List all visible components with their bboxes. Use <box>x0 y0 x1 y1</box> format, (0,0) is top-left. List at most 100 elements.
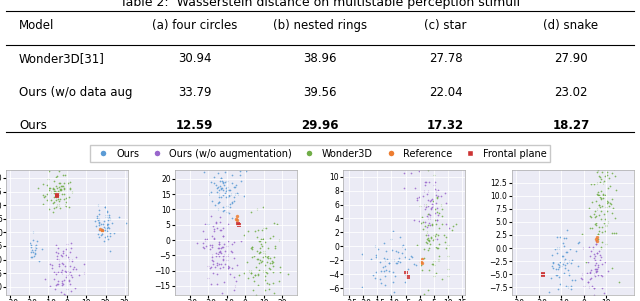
Point <box>380 283 390 288</box>
Point <box>412 196 422 201</box>
Point <box>434 254 444 259</box>
Point <box>420 179 430 184</box>
Point <box>59 197 69 202</box>
Point <box>58 250 68 255</box>
Point <box>614 280 625 285</box>
Point <box>548 266 558 271</box>
Point <box>230 284 240 288</box>
Point <box>52 188 63 193</box>
Point <box>31 245 41 250</box>
Point <box>375 259 385 264</box>
Point <box>431 209 442 214</box>
Point <box>246 210 256 215</box>
Point <box>599 212 609 216</box>
Point <box>58 181 68 185</box>
Point <box>52 194 62 198</box>
Point <box>590 267 600 272</box>
Point <box>51 282 61 287</box>
Point <box>51 190 61 195</box>
Point <box>227 249 237 254</box>
Point <box>426 207 436 212</box>
Point <box>58 261 68 266</box>
Point <box>102 225 112 230</box>
Point <box>216 262 227 267</box>
Point <box>222 243 232 248</box>
Point <box>216 175 226 180</box>
Point <box>214 188 224 192</box>
Point <box>422 225 432 230</box>
Point <box>451 222 461 226</box>
Point <box>595 155 605 160</box>
Point <box>64 258 74 263</box>
Point <box>216 244 227 249</box>
Point <box>198 169 209 174</box>
Point <box>220 249 230 254</box>
Point <box>228 195 239 200</box>
Point <box>222 194 232 199</box>
Point <box>207 255 217 259</box>
Point <box>553 287 563 291</box>
Point <box>600 173 610 178</box>
Point <box>218 205 228 209</box>
Point <box>200 222 211 227</box>
Point <box>559 243 570 248</box>
Point <box>429 211 440 216</box>
Point <box>55 180 65 185</box>
Point <box>224 194 234 199</box>
Point <box>357 252 367 257</box>
Point <box>218 258 228 263</box>
Point <box>416 259 426 264</box>
Point <box>55 206 65 211</box>
Point <box>245 246 255 250</box>
Point <box>602 201 612 206</box>
Point <box>61 268 72 273</box>
Point <box>97 227 108 232</box>
Point <box>54 181 65 186</box>
Point <box>67 289 77 293</box>
Point <box>74 272 84 277</box>
Point <box>256 260 266 265</box>
Point <box>60 292 70 296</box>
Point <box>423 237 433 242</box>
Point <box>93 212 104 216</box>
Point <box>547 263 557 268</box>
Point <box>222 257 232 262</box>
Point <box>259 251 269 256</box>
Point <box>417 260 428 265</box>
Point <box>104 230 115 235</box>
Point <box>47 201 58 206</box>
Point <box>217 186 227 191</box>
Point <box>368 273 378 278</box>
Point <box>214 245 224 250</box>
Point <box>100 204 110 209</box>
Point <box>65 195 75 200</box>
Point <box>259 225 269 230</box>
Point <box>58 173 68 178</box>
Point <box>441 235 451 240</box>
Point <box>56 252 66 257</box>
Point <box>203 222 213 227</box>
Point <box>392 260 402 265</box>
Point <box>61 269 72 274</box>
Point <box>267 258 277 263</box>
Point <box>96 232 106 237</box>
Point <box>428 232 438 237</box>
Point <box>55 186 65 191</box>
Point <box>263 256 273 260</box>
Point <box>58 249 68 253</box>
Point <box>433 258 443 263</box>
Point <box>412 198 422 203</box>
Point <box>228 240 239 245</box>
Point <box>56 279 67 284</box>
Point <box>260 226 271 231</box>
Point <box>207 234 217 238</box>
Point <box>447 228 458 233</box>
Point <box>431 188 441 193</box>
Point <box>428 198 438 203</box>
Point <box>388 228 398 233</box>
Point <box>218 209 228 214</box>
Point <box>599 221 609 225</box>
Point <box>420 223 431 228</box>
Point <box>102 222 113 227</box>
Point <box>229 256 239 261</box>
